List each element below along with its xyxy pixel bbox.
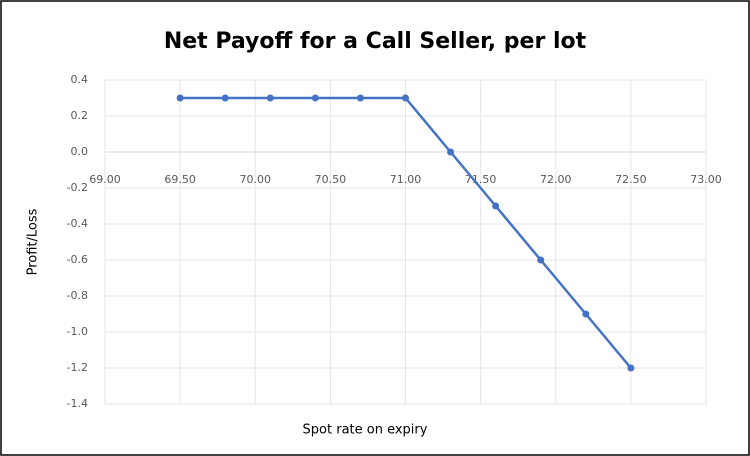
y-tick-label: -0.8	[67, 289, 88, 302]
x-tick-label: 69.50	[164, 173, 196, 186]
point	[402, 94, 409, 102]
point	[537, 256, 545, 264]
point	[221, 94, 229, 102]
y-tick-label: 0.0	[71, 145, 89, 158]
x-tick-label: 71.00	[390, 173, 422, 186]
x-tick-label: 69.00	[89, 173, 121, 186]
y-tick-label: -0.2	[67, 181, 88, 194]
x-tick-label: 70.00	[240, 173, 272, 186]
point	[627, 364, 635, 372]
point	[266, 94, 274, 102]
y-tick-label: -0.6	[67, 253, 88, 266]
y-tick-label: -1.0	[67, 325, 88, 338]
y-tick-label: 0.4	[71, 73, 89, 86]
y-tick-label: -0.4	[67, 217, 88, 230]
x-tick-label: 71.50	[465, 173, 497, 186]
x-tick-label: 72.50	[615, 173, 647, 186]
x-tick-label: 73.00	[690, 173, 722, 186]
y-axis-title: Profit/Loss	[26, 208, 41, 275]
point	[356, 94, 364, 102]
point	[176, 94, 184, 102]
point	[311, 94, 319, 102]
y-tick-label: 0.2	[71, 109, 89, 122]
x-tick-label: 72.00	[540, 173, 572, 186]
point	[582, 310, 590, 318]
x-axis-title: Spot rate on expiry	[303, 423, 428, 438]
y-tick-label: -1.4	[67, 397, 88, 410]
point	[492, 202, 500, 210]
y-tick-label: -1.2	[67, 361, 88, 374]
point	[447, 148, 455, 156]
x-tick-label: 70.50	[315, 173, 347, 186]
chart-title: Net Payoff for a Call Seller, per lot	[164, 29, 587, 54]
